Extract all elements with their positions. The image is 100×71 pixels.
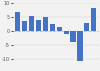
Bar bbox=[84, 23, 89, 31]
Bar bbox=[36, 20, 41, 31]
Bar bbox=[43, 17, 48, 31]
Bar bbox=[22, 21, 27, 31]
Bar bbox=[64, 31, 69, 34]
Bar bbox=[70, 31, 76, 42]
Bar bbox=[15, 12, 20, 31]
Bar bbox=[57, 27, 62, 31]
Bar bbox=[77, 31, 82, 61]
Bar bbox=[50, 24, 55, 31]
Bar bbox=[29, 16, 34, 31]
Bar bbox=[91, 8, 96, 31]
